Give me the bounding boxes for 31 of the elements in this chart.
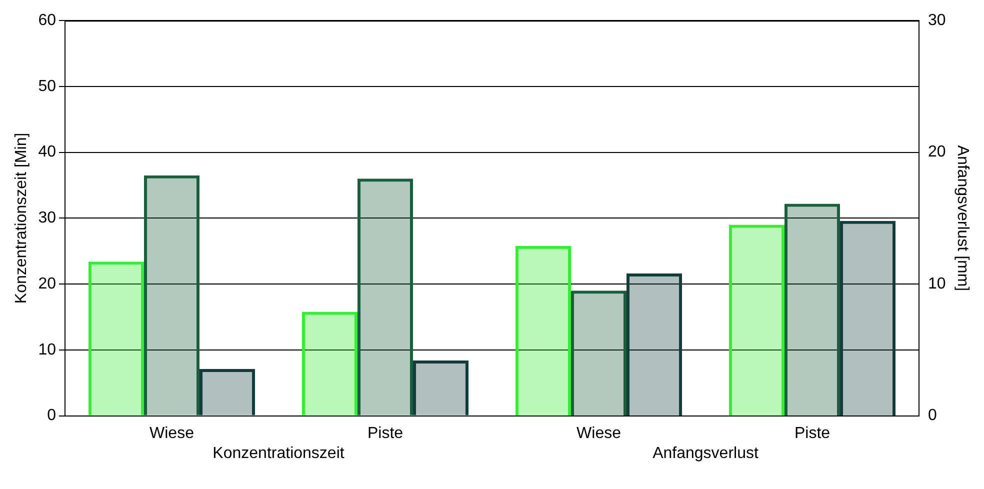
bar (144, 175, 200, 416)
bar (302, 312, 358, 416)
bar (728, 224, 784, 416)
bar (840, 220, 896, 416)
y2-axis-title: Anfangsverlust [mm] (954, 145, 971, 292)
bar (357, 178, 414, 416)
text: Anfangsverlust (652, 445, 759, 462)
x-tick-label: Wiese (150, 424, 194, 442)
x-tick-label: Wiese (576, 424, 622, 442)
bar (88, 262, 144, 416)
x-tick-label: Piste (367, 424, 404, 442)
y2-tick-label: 0 (928, 407, 938, 424)
bar (570, 290, 627, 416)
y-tick-label: 50 (38, 78, 56, 95)
y-tick-label: 30 (38, 210, 56, 227)
bar (626, 274, 682, 416)
bar (515, 246, 571, 416)
x-tick-label: Piste (794, 424, 830, 442)
bar (784, 204, 840, 416)
bar (200, 369, 256, 416)
y-tick-label: 10 (38, 341, 56, 358)
y2-tick-label: 30 (928, 12, 946, 30)
y-tick-label: 40 (38, 144, 56, 161)
bar (413, 360, 469, 416)
y-tick-label: 60 (38, 12, 56, 30)
text: Konzentrationszeit (212, 445, 345, 462)
y-axis-title: Konzentrationszeit [Min] (13, 132, 30, 304)
y-tick-label: 20 (38, 275, 56, 292)
y2-tick-label: 20 (928, 144, 946, 161)
y2-tick-label: 10 (928, 275, 946, 292)
y-tick-label: 0 (47, 407, 56, 424)
